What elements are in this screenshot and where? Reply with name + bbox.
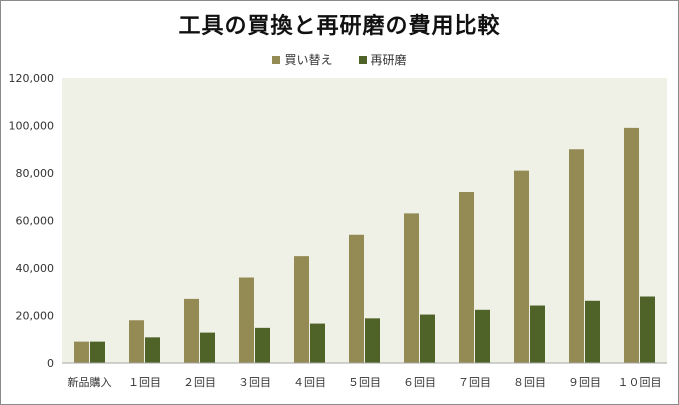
bar-saikenma	[365, 318, 380, 363]
legend-item-kaikae: 買い替え	[272, 51, 333, 68]
legend-label-kaikae: 買い替え	[284, 53, 333, 67]
x-tick-label: ７回目	[458, 376, 491, 389]
x-tick-label: ９回目	[568, 376, 601, 389]
x-tick-label: ２回目	[183, 376, 216, 389]
bar-saikenma	[145, 337, 160, 363]
x-tick-label: １０回目	[618, 376, 662, 389]
legend-swatch-kaikae	[272, 55, 281, 64]
y-tick-label: 60,000	[16, 215, 55, 228]
bar-kaikae	[514, 170, 529, 363]
x-tick-label: ３回目	[238, 376, 271, 389]
x-tick-label: １回目	[128, 376, 161, 389]
bar-saikenma	[420, 314, 435, 363]
x-tick-label: ６回目	[403, 376, 436, 389]
bar-saikenma	[200, 332, 215, 363]
bar-saikenma	[585, 300, 600, 363]
y-tick-label: 80,000	[16, 167, 55, 180]
bar-kaikae	[624, 127, 639, 363]
legend-label-saikenma: 再研磨	[370, 53, 407, 67]
bar-kaikae	[129, 320, 144, 363]
plot-area	[62, 78, 667, 363]
bar-saikenma	[310, 323, 325, 363]
legend-swatch-saikenma	[358, 55, 367, 64]
chart-title: 工具の買換と再研磨の費用比較	[178, 14, 501, 39]
bar-saikenma	[640, 296, 655, 363]
bar-kaikae	[184, 298, 199, 363]
bar-kaikae	[239, 277, 254, 363]
bar-kaikae	[74, 341, 89, 363]
y-tick-label: 40,000	[16, 262, 55, 275]
x-tick-label: ４回目	[293, 376, 326, 389]
y-tick-label: 100,000	[9, 120, 55, 133]
legend: 買い替え 再研磨	[0, 51, 679, 68]
x-tick-label: ８回目	[513, 376, 546, 389]
y-tick-label: 0	[47, 357, 54, 370]
bar-kaikae	[404, 213, 419, 363]
legend-item-saikenma: 再研磨	[358, 51, 407, 68]
bar-kaikae	[349, 234, 364, 363]
bar-saikenma	[475, 309, 490, 363]
y-tick-label: 120,000	[9, 72, 55, 85]
x-tick-label: ５回目	[348, 376, 381, 389]
y-tick-label: 20,000	[16, 310, 55, 323]
bar-kaikae	[569, 149, 584, 363]
bar-kaikae	[294, 256, 309, 363]
bar-kaikae	[459, 192, 474, 363]
bar-saikenma	[90, 341, 105, 363]
bar-saikenma	[530, 305, 545, 363]
bar-saikenma	[255, 327, 270, 363]
x-tick-label: 新品購入	[68, 375, 112, 389]
